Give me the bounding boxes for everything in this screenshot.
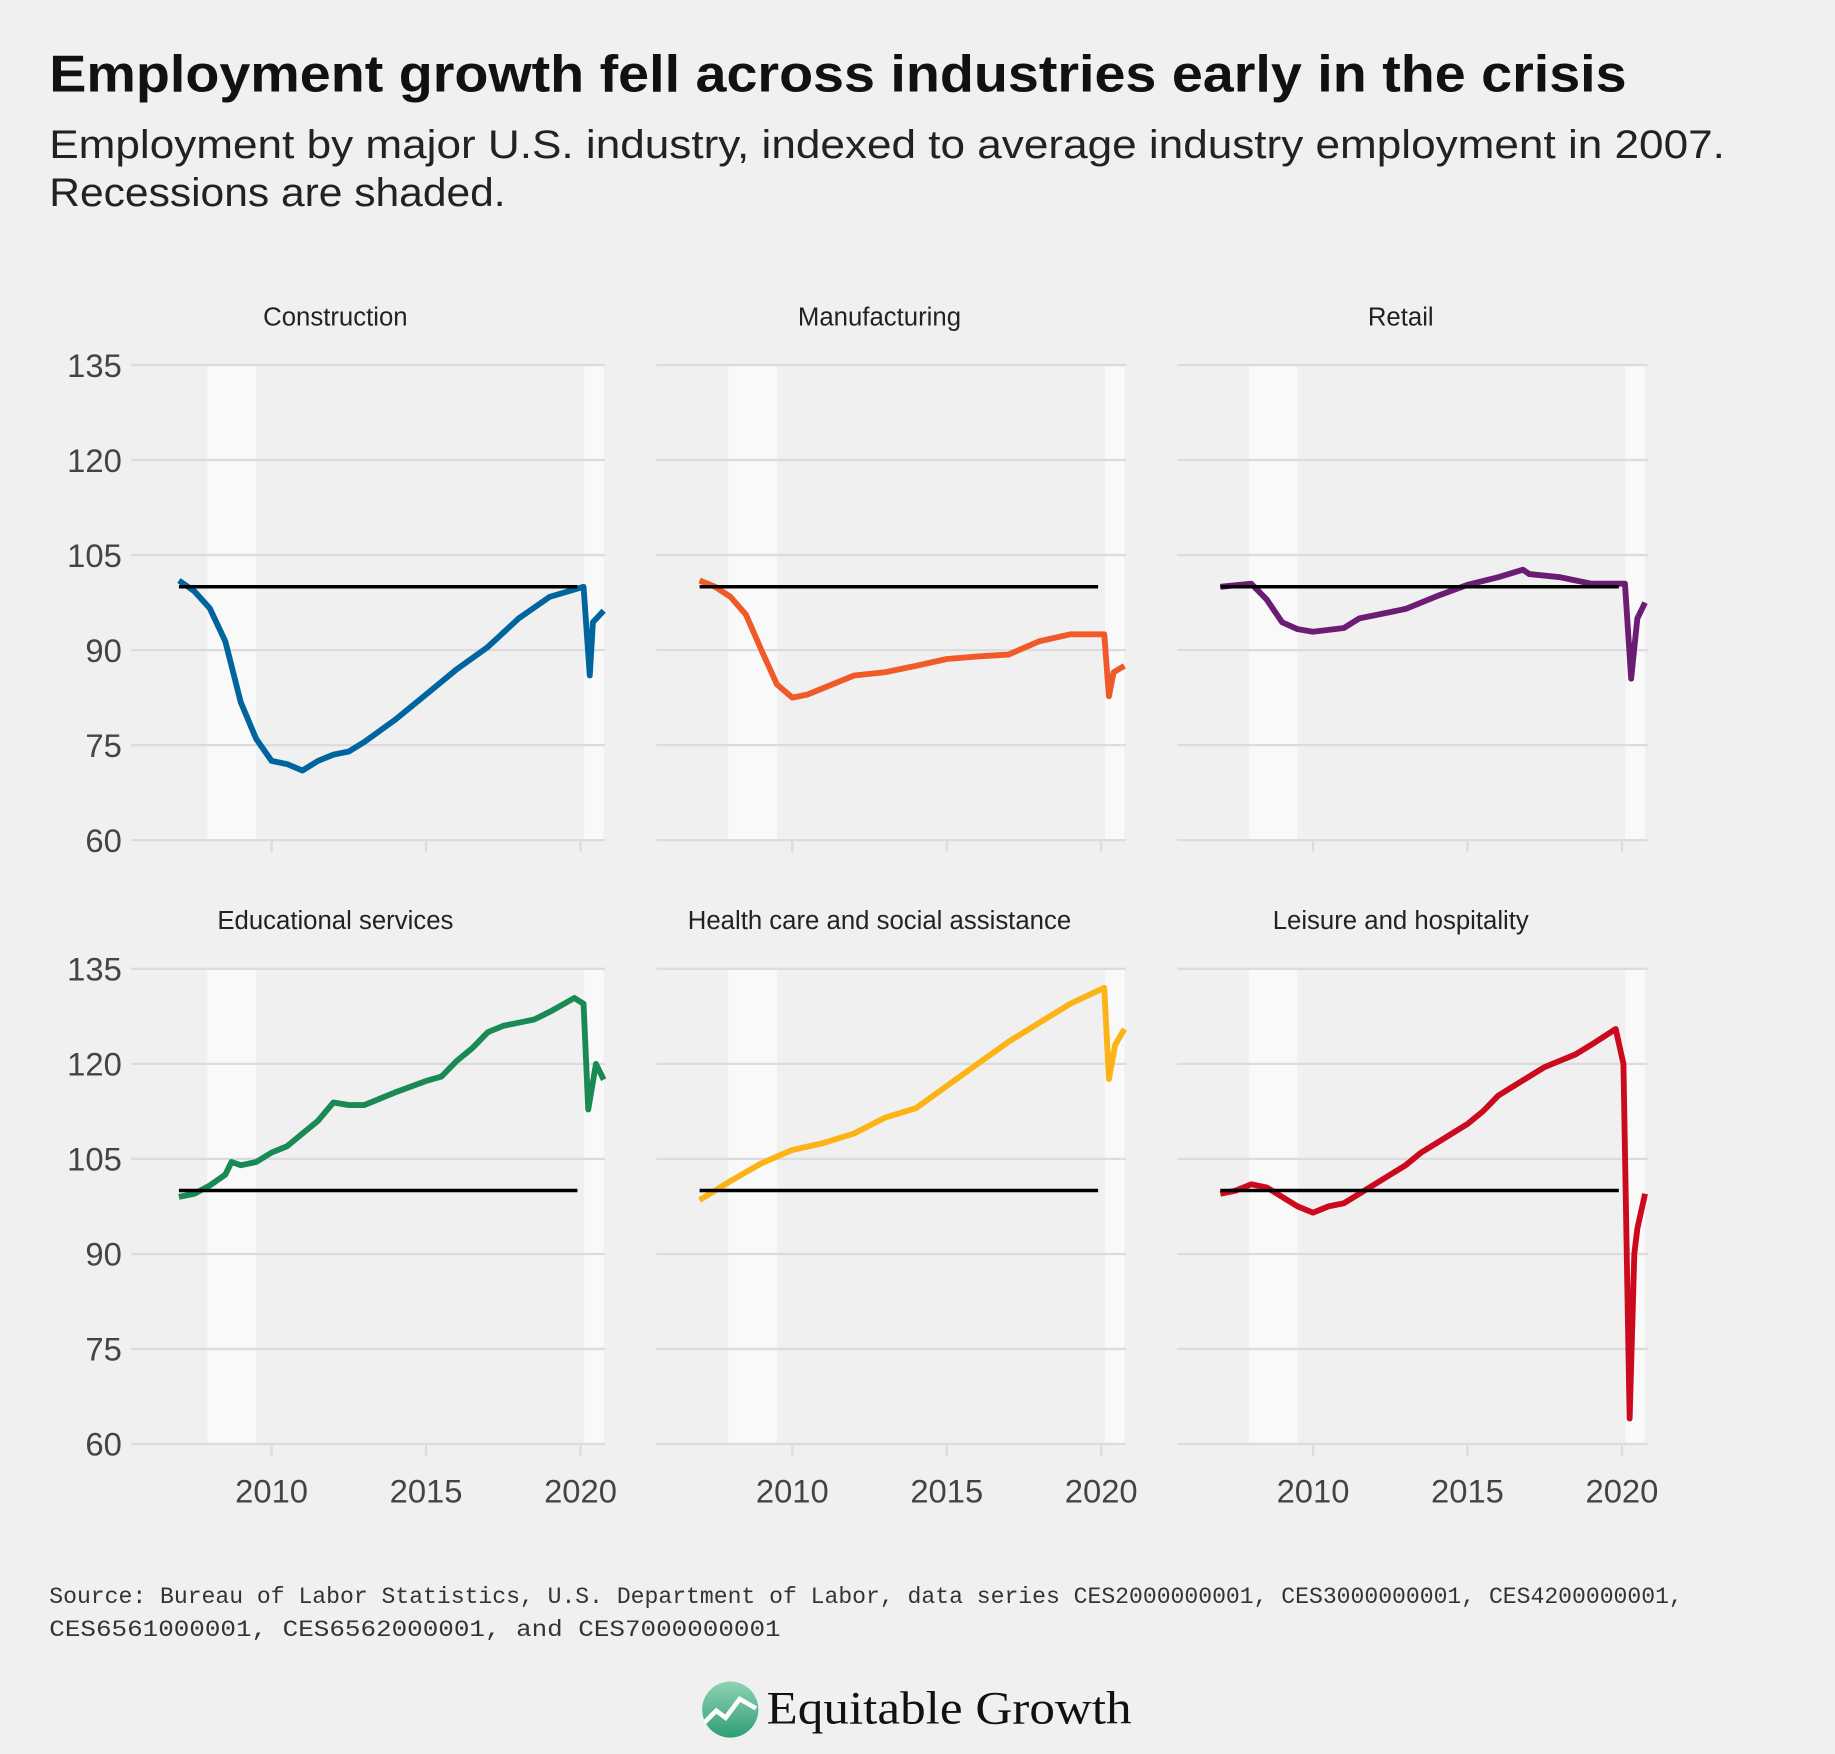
panel-title: Construction	[263, 303, 407, 331]
x-tick-label: 2010	[1277, 1472, 1350, 1509]
panel-title: Leisure and hospitality	[1273, 907, 1529, 935]
panel-leisure-and-hospitality: 2010 2015 2020 Leisure and hospitality	[1177, 907, 1658, 1509]
panel-title: Retail	[1368, 303, 1434, 331]
panel-retail: Retail	[1177, 303, 1648, 852]
x-tick-label: 2015	[390, 1472, 463, 1509]
x-tick-label: 2015	[1431, 1472, 1504, 1509]
chart-title: Employment growth fell across industries…	[49, 44, 1626, 102]
x-tick-label: 2020	[1065, 1472, 1138, 1509]
y-tick-label: 105	[67, 1141, 122, 1178]
panel-title: Manufacturing	[798, 303, 961, 331]
x-tick-label: 2020	[1585, 1472, 1658, 1509]
chart-subtitle-line2: Recessions are shaded.	[49, 171, 505, 215]
source-note-line2: CES6561000001, CES6562000001, and CES700…	[49, 1618, 780, 1644]
series-line	[178, 995, 607, 1200]
panel-construction: 60 75 90 105 120 135 Construction	[67, 303, 606, 859]
y-tick-label: 120	[67, 442, 122, 479]
x-tick-label: 2020	[544, 1472, 617, 1509]
recession-shading	[1248, 365, 1298, 841]
x-tick-label: 2010	[235, 1472, 308, 1509]
y-tick-label: 60	[85, 1426, 121, 1463]
panel-health-care-and-social-assistance: 2010 2015 2020 Health care and social assis…	[656, 907, 1138, 1509]
source-note-line1: Source: Bureau of Labor Statistics, U.S.…	[49, 1585, 1682, 1611]
panels: 60 75 90 105 120 135 Construction Manufacturing…	[67, 303, 1658, 1509]
recession-shading	[207, 968, 257, 1444]
y-tick-label: 90	[85, 632, 121, 669]
panel-manufacturing: Manufacturing	[656, 303, 1126, 852]
series-line	[1220, 566, 1648, 682]
recession-shading	[1248, 968, 1298, 1444]
series-line	[698, 577, 1126, 701]
y-tick-label: 75	[85, 727, 121, 764]
series-line	[698, 984, 1127, 1203]
y-tick-label: 120	[67, 1046, 122, 1083]
y-tick-label: 135	[67, 951, 122, 988]
y-tick-label: 90	[85, 1236, 121, 1273]
y-tick-label: 75	[85, 1331, 121, 1368]
recession-shading	[728, 968, 777, 1444]
x-tick-label: 2010	[756, 1472, 829, 1509]
series-line	[177, 578, 606, 774]
recession-shading	[1104, 365, 1125, 841]
logo-growth-line-icon	[702, 1695, 758, 1725]
series-line	[1219, 1026, 1648, 1422]
y-tick-label: 105	[67, 537, 122, 574]
panel-title: Health care and social assistance	[688, 907, 1071, 935]
chart-subtitle-line1: Employment by major U.S. industry, index…	[49, 123, 1725, 167]
recession-shading	[1104, 968, 1125, 1444]
panel-title: Educational services	[217, 907, 453, 935]
panel-educational-services: 60 75 90 105 120 135 2010 2015 2020 Educational s…	[67, 907, 617, 1509]
logo-text: Equitable Growth	[767, 1683, 1132, 1735]
recession-shading	[1625, 365, 1646, 841]
y-tick-label: 60	[85, 822, 121, 859]
equitable-growth-logo: Equitable Growth	[702, 1681, 1132, 1738]
recession-shading	[207, 365, 257, 841]
recession-shading	[584, 365, 604, 841]
x-tick-label: 2015	[910, 1472, 983, 1509]
y-tick-label: 135	[67, 347, 122, 384]
